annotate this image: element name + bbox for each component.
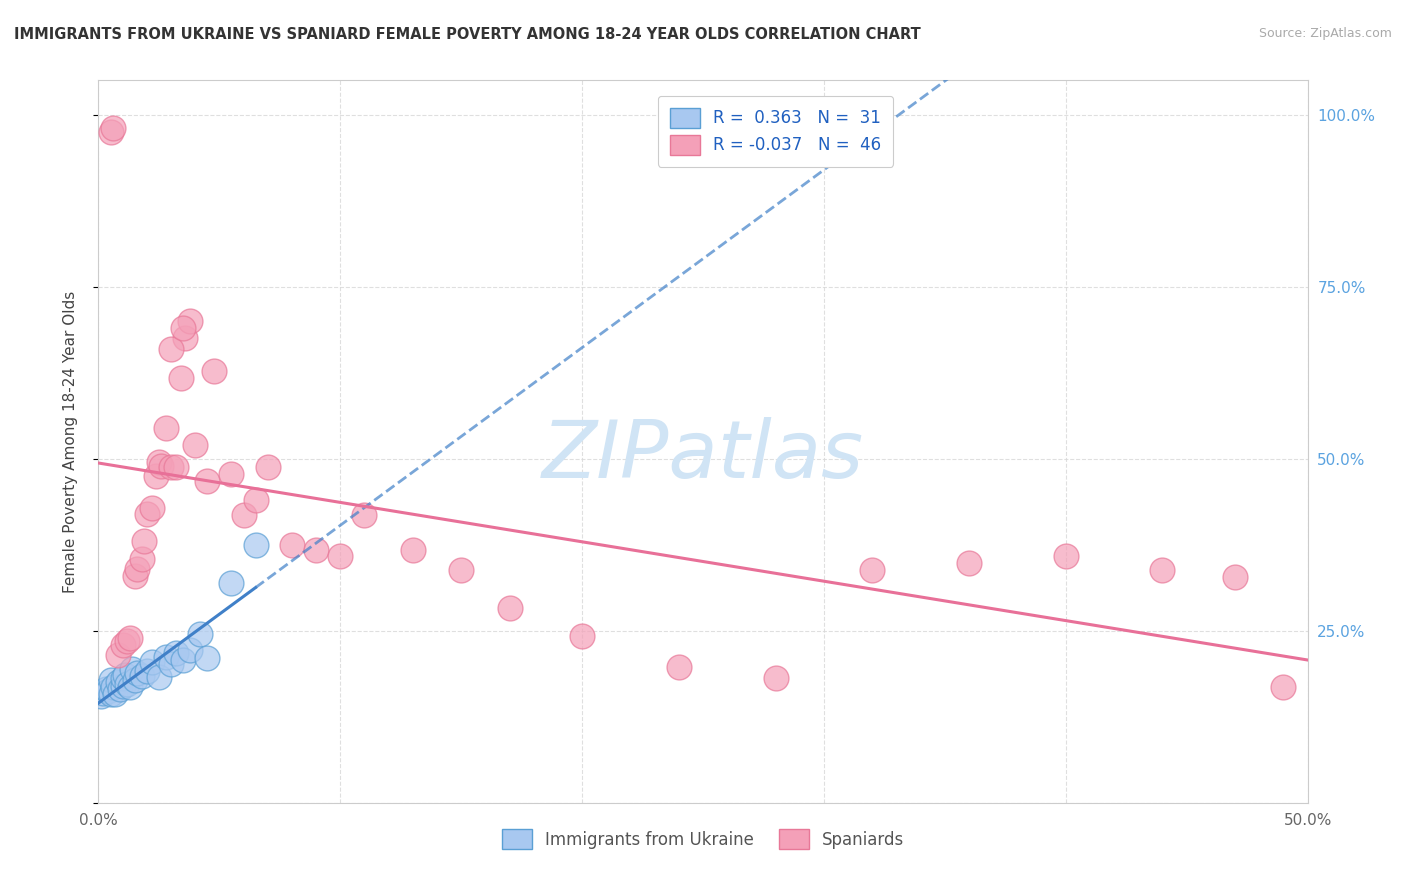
Y-axis label: Female Poverty Among 18-24 Year Olds: Female Poverty Among 18-24 Year Olds (63, 291, 77, 592)
Point (100, 125, 122, 139)
Point (245, 493, 267, 508)
Point (188, 627, 211, 641)
Point (571, 629, 593, 643)
Point (160, 657, 183, 671)
Point (174, 331, 197, 345)
Point (114, 668, 136, 682)
Point (256, 460, 278, 475)
Point (155, 421, 177, 435)
Point (127, 562, 149, 576)
Point (179, 314, 201, 328)
Point (281, 538, 304, 552)
Point (1272, 680, 1295, 694)
Point (100, 687, 122, 701)
Point (160, 460, 183, 475)
Point (195, 474, 218, 488)
Point (124, 568, 146, 582)
Point (141, 655, 163, 669)
Point (148, 670, 170, 684)
Text: IMMIGRANTS FROM UKRAINE VS SPANIARD FEMALE POVERTY AMONG 18-24 YEAR OLDS CORRELA: IMMIGRANTS FROM UKRAINE VS SPANIARD FEMA… (14, 27, 921, 42)
Point (353, 508, 375, 523)
Point (134, 534, 156, 549)
Point (184, 438, 207, 452)
Point (172, 653, 194, 667)
Point (169, 370, 191, 384)
Point (107, 648, 129, 662)
Point (179, 643, 201, 657)
Point (165, 460, 187, 475)
Point (402, 542, 425, 557)
Point (117, 677, 139, 691)
Point (145, 469, 167, 483)
Point (135, 664, 157, 678)
Point (150, 458, 173, 473)
Point (1223, 570, 1246, 584)
Text: ZIPatlas: ZIPatlas (541, 417, 865, 495)
Point (97, 684, 120, 698)
Legend: Immigrants from Ukraine, Spaniards: Immigrants from Ukraine, Spaniards (495, 822, 911, 856)
Point (100, 673, 122, 688)
Point (117, 634, 139, 648)
Point (232, 508, 254, 523)
Point (131, 669, 153, 683)
Point (111, 679, 134, 693)
Point (148, 455, 170, 469)
Point (118, 680, 141, 694)
Point (498, 601, 520, 615)
Point (124, 673, 146, 688)
Point (104, 687, 127, 701)
Point (329, 549, 352, 564)
Point (195, 651, 218, 665)
Point (127, 666, 149, 681)
Point (111, 638, 134, 652)
Point (172, 321, 194, 335)
Point (165, 646, 187, 660)
Point (121, 662, 143, 676)
Point (155, 649, 177, 664)
Point (221, 467, 243, 481)
Point (204, 364, 226, 378)
Point (1054, 549, 1077, 564)
Point (135, 507, 157, 521)
Point (860, 563, 883, 577)
Point (305, 542, 328, 557)
Point (160, 342, 183, 356)
Point (118, 631, 141, 645)
Point (108, 682, 131, 697)
Point (101, 680, 124, 694)
Point (90, 689, 112, 703)
Point (450, 563, 472, 577)
Point (141, 501, 163, 516)
Point (221, 575, 243, 590)
Point (245, 538, 267, 552)
Point (91, 686, 114, 700)
Point (101, 121, 124, 136)
Point (765, 671, 787, 685)
Point (131, 551, 153, 566)
Point (668, 659, 690, 673)
Point (957, 557, 980, 571)
Point (111, 671, 134, 685)
Point (107, 675, 129, 690)
Point (94, 682, 117, 697)
Point (1152, 563, 1174, 577)
Text: Source: ZipAtlas.com: Source: ZipAtlas.com (1258, 27, 1392, 40)
